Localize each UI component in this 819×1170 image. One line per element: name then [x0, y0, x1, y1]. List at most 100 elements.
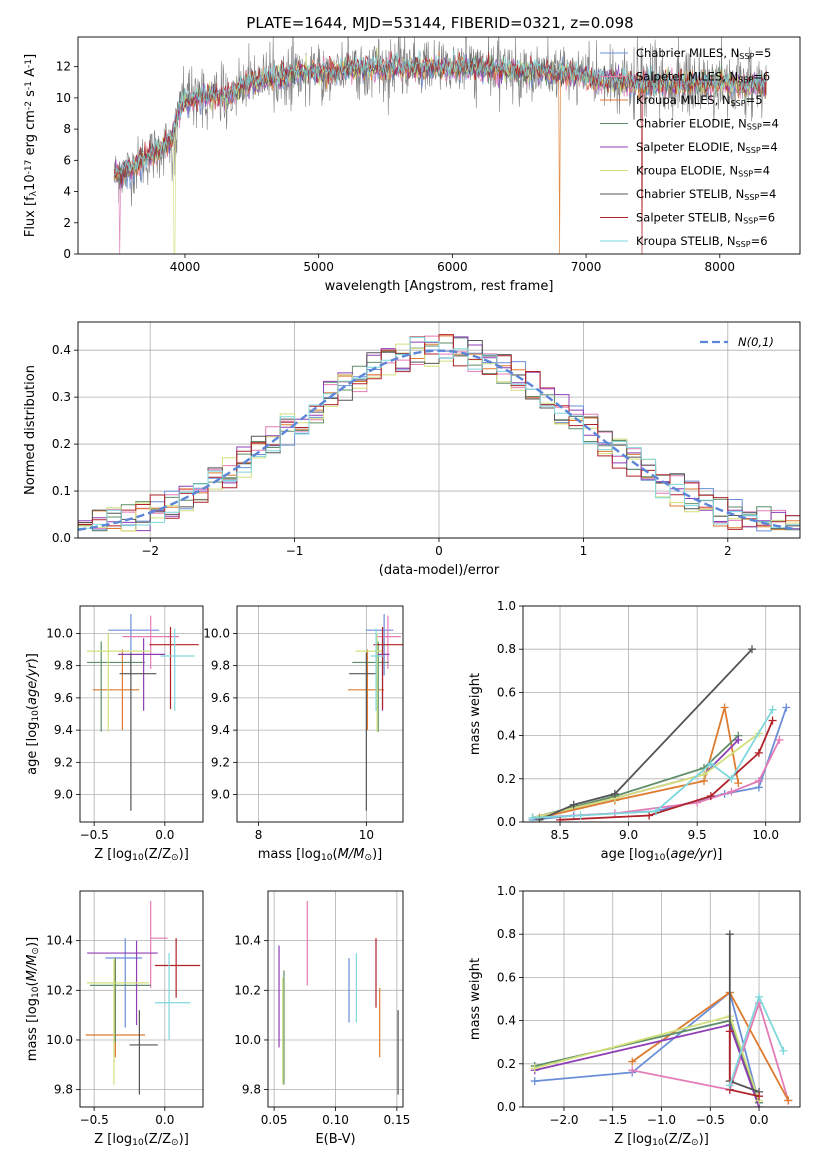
- y-tick-label: 0.8: [497, 927, 516, 941]
- weight-point-marker: [768, 716, 777, 725]
- x-tick-label: 1: [580, 544, 588, 558]
- weight-point-marker: [727, 774, 736, 783]
- y-tick-label: 9.2: [54, 755, 73, 769]
- plot-area: [113, 37, 767, 254]
- weight-point-marker: [706, 759, 715, 768]
- weight-point-marker: [727, 787, 736, 796]
- x-tick-label: −2: [141, 544, 159, 558]
- y-tick-label: 4: [63, 185, 71, 199]
- axes-frame: 0.05 0.10 0.15 9.8 10.0 10.2 10.4 E(B-V): [234, 890, 411, 1147]
- axes-border: [79, 605, 204, 823]
- weight-point-marker: [755, 1092, 764, 1101]
- y-tick-label: 9.8: [211, 659, 230, 673]
- y-tick-label: 1.0: [497, 599, 516, 613]
- panel-weight-vs-age: 8.5 9.0 9.5 10.0 0.0 0.2 0.4 0.6 0.8 1.0 age [log1…: [468, 599, 801, 863]
- y-tick-label: 0.4: [497, 1014, 516, 1028]
- plot-area: [85, 900, 201, 1095]
- weight-series-line: [532, 734, 739, 819]
- legend-label: N(0,1): [738, 335, 774, 349]
- y-tick-label: 8: [63, 122, 71, 136]
- x-tick-label: 5000: [303, 260, 334, 274]
- y-tick-label: 10.0: [203, 626, 230, 640]
- y-tick-label: 12: [56, 60, 71, 74]
- y-axis-label: mass weight: [468, 673, 483, 755]
- weight-series-line: [539, 648, 753, 821]
- x-axis-label: wavelength [Angstrom, rest frame]: [325, 279, 554, 294]
- y-tick-label: 0.2: [52, 437, 71, 451]
- weight-series-line: [532, 709, 774, 819]
- x-tick-label: 0.0: [155, 828, 174, 842]
- y-axis-label: age [log10(age/yr)]: [25, 653, 41, 775]
- x-tick-label: 9.0: [619, 828, 638, 842]
- y-tick-label: 9.8: [54, 659, 73, 673]
- y-tick-label: 0.6: [497, 970, 516, 984]
- weight-point-marker: [569, 800, 578, 809]
- y-tick-label: 9.8: [242, 1083, 261, 1097]
- x-tick-label: 7000: [571, 260, 602, 274]
- panel-age-vs-mass: 8 10 9.0 9.2 9.4 9.6 9.8 10.0 mass [log10(M/M⊙)]: [203, 605, 404, 863]
- x-tick-label: 0.15: [384, 1113, 411, 1127]
- weight-point-marker: [784, 1096, 793, 1105]
- axes-frame: −0.5 0.0 9.0 9.2 9.4 9.6 9.8 10.0 Z [log10(Z/Z⊙)…: [25, 605, 204, 863]
- y-tick-label: 10.0: [234, 1033, 261, 1047]
- y-axis-label: mass weight: [468, 958, 483, 1040]
- y-axis-label: mass [log10(M/M⊙)]: [25, 937, 41, 1061]
- weight-series-line: [532, 732, 760, 819]
- x-tick-label: −1.0: [647, 1113, 676, 1127]
- x-axis-label: E(B-V): [315, 1132, 355, 1147]
- legend-label: Salpeter MILES, NSSP=6: [636, 70, 770, 85]
- axes-border: [79, 890, 204, 1108]
- weight-point-marker: [725, 1027, 734, 1036]
- weight-point-marker: [706, 792, 715, 801]
- y-tick-label: 9.4: [54, 723, 73, 737]
- plot-area: [278, 900, 399, 1095]
- x-tick-label: 10.0: [752, 828, 779, 842]
- plot-area: [530, 930, 793, 1107]
- y-tick-label: 10.2: [46, 983, 73, 997]
- axes-frame: −0.5 0.0 9.8 10.0 10.2 10.4 Z [log10(Z/Z⊙)] mas…: [25, 890, 204, 1148]
- y-tick-label: 9.6: [54, 691, 73, 705]
- plot-area: [87, 614, 199, 811]
- y-tick-label: 10: [56, 91, 71, 105]
- legend-label: Kroupa ELODIE, NSSP=4: [636, 164, 770, 179]
- panel-age-vs-Z: −0.5 0.0 9.0 9.2 9.4 9.6 9.8 10.0 Z [log10(Z/Z⊙)…: [25, 605, 204, 863]
- legend-label: Chabrier MILES, NSSP=5: [636, 46, 771, 61]
- weight-series-line: [534, 1015, 760, 1101]
- x-tick-label: 9.5: [688, 828, 707, 842]
- weight-point-marker: [754, 748, 763, 757]
- y-tick-label: 0.0: [497, 815, 516, 829]
- weight-point-marker: [725, 930, 734, 939]
- y-tick-label: 0.0: [497, 1100, 516, 1114]
- y-tick-label: 10.4: [46, 934, 73, 948]
- plot-area: [528, 645, 791, 822]
- x-axis-label: Z [log10(Z/Z⊙)]: [614, 1132, 709, 1148]
- axes-frame: 8.5 9.0 9.5 10.0 0.0 0.2 0.4 0.6 0.8 1.0 age [log1…: [468, 599, 801, 863]
- x-tick-label: 0.0: [155, 1113, 174, 1127]
- y-tick-label: 9.6: [211, 691, 230, 705]
- y-tick-label: 10.4: [234, 934, 261, 948]
- axes-frame: 8 10 9.0 9.2 9.4 9.6 9.8 10.0 mass [log10(M/M⊙)]: [203, 605, 404, 863]
- y-tick-label: 9.4: [211, 723, 230, 737]
- panel-weight-vs-Z: −2.0 −1.5 −1.0 −0.5 0.0 0.0 0.2 0.4 0.6 0.8 1.0 Z […: [468, 884, 801, 1148]
- legend-label: Kroupa STELIB, NSSP=6: [636, 234, 768, 249]
- axes-frame: 4000 5000 6000 7000 8000 0 2 4 6 8 10 12 wavelength …: [23, 36, 801, 294]
- x-tick-label: 0.05: [261, 1113, 288, 1127]
- x-tick-label: 8000: [705, 260, 736, 274]
- x-tick-label: 0.0: [749, 1113, 768, 1127]
- x-tick-label: −1: [286, 544, 304, 558]
- x-tick-label: 2: [724, 544, 732, 558]
- x-tick-label: 4000: [170, 260, 201, 274]
- y-tick-label: 10.0: [46, 626, 73, 640]
- plot-area: [348, 614, 403, 811]
- normal-curve: [78, 349, 798, 531]
- axes-border: [522, 605, 801, 823]
- panel-mass-vs-Z: −0.5 0.0 9.8 10.0 10.2 10.4 Z [log10(Z/Z⊙)] mas…: [25, 890, 204, 1148]
- weight-point-marker: [530, 1064, 539, 1073]
- axes-border: [77, 36, 801, 255]
- y-axis-label: Flux [fλ10-17 erg cm-2 s-1 A-1]: [23, 54, 39, 237]
- y-tick-label: 0.0: [52, 531, 71, 545]
- y-tick-label: 0: [63, 247, 71, 261]
- y-tick-label: 0.3: [52, 390, 71, 404]
- y-tick-label: 6: [63, 153, 71, 167]
